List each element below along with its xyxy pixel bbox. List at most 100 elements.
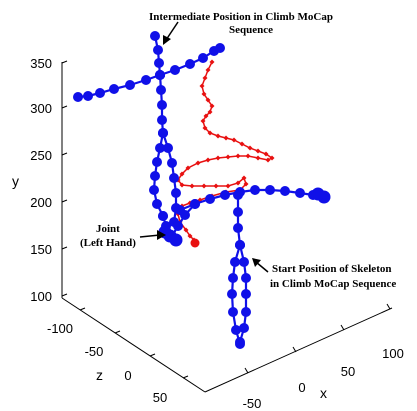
x-tick-label: 0	[298, 380, 305, 395]
x-tick-mark	[292, 346, 297, 353]
skeleton-joint-point	[233, 207, 243, 217]
trajectory-point	[235, 180, 241, 186]
skeleton-joint-point	[150, 171, 160, 181]
trajectory-point	[255, 155, 261, 161]
trajectory-point	[202, 125, 208, 131]
y-tick-label: 250	[30, 148, 52, 163]
trajectory-point	[269, 155, 275, 161]
skeleton-joint-point	[155, 143, 165, 153]
y-tick-mark	[61, 60, 68, 64]
skeleton-joint-point	[241, 307, 251, 317]
skeleton-joint-point	[235, 240, 245, 250]
trajectory-point	[185, 165, 191, 171]
y-tick-label: 100	[30, 289, 52, 304]
trajectory-point	[203, 113, 209, 119]
z-tick-labels: -100 -50 0 50	[47, 321, 167, 405]
z-tick-label: -100	[47, 321, 73, 336]
skeleton-joint-point	[233, 223, 243, 233]
y-axis-title: y	[12, 173, 19, 189]
skeleton-joint-point	[155, 70, 165, 80]
trajectory-series	[175, 59, 275, 248]
trajectory-point	[241, 175, 247, 181]
skeleton-joint-point	[73, 92, 83, 102]
skeleton-joint-point	[173, 221, 183, 231]
trajectory-point	[223, 135, 229, 141]
skeleton-joint-point	[152, 157, 162, 167]
skeleton-joint-point	[233, 190, 243, 200]
y-tick-label: 200	[30, 195, 52, 210]
skeleton-joint-point	[150, 31, 160, 41]
x-tick-label: -50	[243, 396, 262, 411]
trajectory-point	[235, 153, 241, 159]
y-tick-mark	[61, 105, 68, 109]
skeleton-joint-point	[158, 211, 168, 221]
trajectory-point	[179, 171, 185, 177]
trajectory-point	[205, 157, 211, 163]
trajectory-point	[255, 148, 261, 154]
intermediate-arrow	[165, 21, 179, 41]
start-arrow	[255, 261, 269, 273]
skeleton-joint-point	[311, 187, 325, 201]
skeleton-joint-point	[125, 80, 135, 90]
trajectory-point	[213, 183, 219, 189]
trajectory-point	[265, 157, 271, 163]
annotation-joint-line1: Joint	[96, 223, 120, 235]
z-tick-label: -50	[85, 344, 104, 359]
trajectory-point	[207, 109, 213, 115]
x-tick-mark	[386, 303, 391, 310]
skeleton-joint-point	[158, 128, 168, 138]
x-tick-label: 50	[341, 364, 355, 379]
trajectory-point	[215, 133, 221, 139]
skeleton-joint-point	[163, 143, 173, 153]
y-tick-mark	[61, 246, 68, 250]
skeleton-joint-point	[250, 185, 260, 195]
skeleton-bone	[171, 203, 196, 237]
y-tick-mark	[61, 199, 68, 203]
intermediate-arrowhead	[163, 35, 171, 45]
skeleton-joint-point	[241, 273, 251, 283]
skeleton-joint-point	[83, 91, 93, 101]
skeleton-joint-point	[149, 185, 159, 195]
joint-arrow	[139, 234, 161, 238]
z-tick-mark	[79, 307, 86, 311]
x-tick-mark	[244, 367, 249, 374]
x-tick-label: 100	[382, 346, 404, 361]
skeleton-joint-point	[239, 257, 249, 267]
skeleton-joint-point	[169, 173, 179, 183]
annotation-start-line1: Start Position of Skeleton	[272, 263, 391, 275]
trajectory-point	[225, 154, 231, 160]
z-axis-title: z	[96, 367, 103, 383]
skeleton-joint-point	[227, 289, 237, 299]
trajectory-point	[179, 182, 185, 188]
skeleton-joint-point	[141, 75, 151, 85]
skeleton-joint-point	[153, 45, 163, 55]
trajectory-point	[239, 141, 245, 147]
trajectory-point	[245, 153, 251, 159]
trajectory-point	[247, 145, 253, 151]
trajectory-point	[183, 227, 189, 233]
skeleton-joint-point	[239, 323, 249, 333]
skeleton-joint-point	[228, 307, 238, 317]
annotation-joint-line2: (Left Hand)	[80, 237, 136, 249]
skeleton-joint-point	[230, 257, 240, 267]
skeleton-joint-point	[157, 100, 167, 110]
skeleton-series	[73, 31, 331, 349]
skeleton-joint-point	[295, 188, 305, 198]
trajectory-point	[231, 137, 237, 143]
trajectory-point	[201, 183, 207, 189]
x-axis-line	[204, 307, 393, 393]
trajectory-point	[205, 67, 211, 73]
trajectory-point	[243, 181, 249, 187]
y-tick-label: 300	[30, 101, 52, 116]
skeleton-bone	[236, 195, 242, 246]
annotation-arrows	[139, 21, 269, 273]
joint-arrowhead	[157, 230, 166, 240]
trajectory-point	[189, 183, 195, 189]
y-tick-mark	[61, 152, 68, 156]
z-tick-mark	[182, 375, 189, 379]
annotation-start-line2: in Climb MoCap Sequence	[270, 278, 396, 290]
annotation-intermediate-line2: Sequence	[229, 24, 273, 36]
skeleton-joint-point	[95, 88, 105, 98]
skeleton-joint-point	[171, 188, 181, 198]
